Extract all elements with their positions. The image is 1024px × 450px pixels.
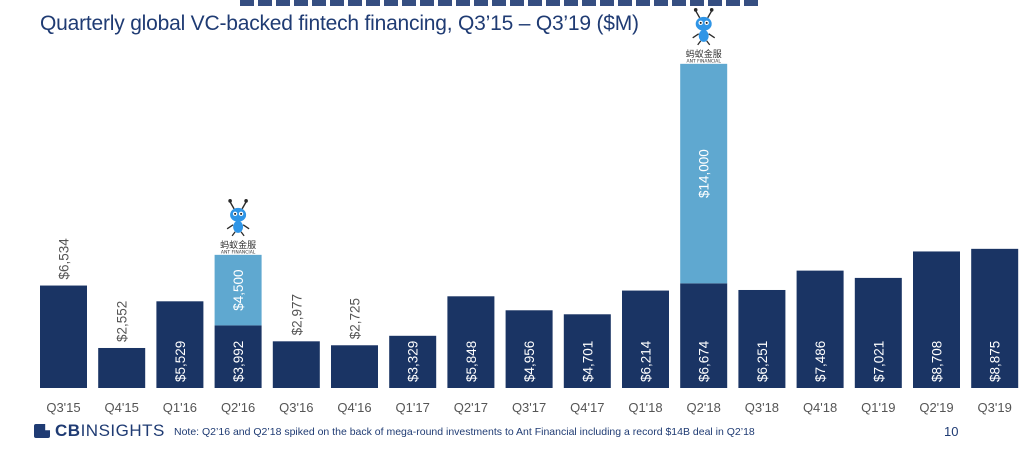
bar-Q2'18-mega-round	[680, 63, 728, 284]
bar-Q3'18-base	[738, 289, 786, 388]
bar-Q3'17-base	[505, 310, 553, 388]
value-label-Q1'19: $7,021	[871, 341, 886, 382]
bar-Q2'16-mega-round	[214, 254, 262, 326]
value-label-Q1'18: $6,214	[639, 340, 654, 382]
cb-insights-mark-icon	[34, 424, 50, 438]
ant-financial-cn-text: 蚂蚁金服	[220, 239, 256, 251]
cropped-header-fragment	[0, 0, 1024, 6]
x-axis-labels: Q3'15 Q4'15 Q1'16 Q2'16 Q3'16 Q4'16 Q1'17 Q2'17…	[46, 400, 1011, 415]
bar-Q1'16-base	[156, 301, 204, 388]
value-label-Q2'17: $5,848	[464, 341, 479, 382]
value-label-Q3'17: $4,956	[522, 341, 537, 382]
x-tick-Q2'17: Q2'17	[454, 400, 488, 415]
x-tick-Q3'17: Q3'17	[512, 400, 546, 415]
value-label-Q4'17: $4,701	[580, 341, 595, 382]
bar-Q1'17-base	[389, 335, 437, 388]
bar-Q2'19-base	[913, 251, 960, 388]
bar-Q2'16-base	[214, 325, 262, 388]
x-tick-Q1'19: Q1'19	[861, 400, 895, 415]
bar-Q1'19-base	[854, 277, 902, 388]
x-tick-Q4'18: Q4'18	[803, 400, 837, 415]
bar-Q3'15-base	[40, 285, 87, 388]
value-label-Q4'18: $7,486	[813, 341, 828, 382]
value-label-Q2'18: $6,674	[697, 340, 712, 382]
ant-financial-en-text: ANT FINANCIAL	[221, 249, 256, 255]
value-label-Q3'19: $8,875	[988, 341, 1003, 382]
x-tick-Q4'17: Q4'17	[570, 400, 604, 415]
ant-financial-cn-text: 蚂蚁金服	[686, 48, 722, 60]
mega-round-label-Q2'16: $4,500	[231, 269, 246, 310]
value-label-Q3'16: $2,977	[289, 294, 304, 335]
x-tick-Q3'18: Q3'18	[745, 400, 779, 415]
x-tick-Q3'16: Q3'16	[279, 400, 313, 415]
bar-Q2'18-base	[680, 283, 728, 388]
value-labels-group: $6,534 $2,552 $5,529 $3,992 $4,500 $2,977 $2,7…	[57, 149, 1003, 382]
brand-wordmark: CBINSIGHTS	[55, 421, 165, 440]
bar-Q4'18-base	[796, 270, 844, 388]
page-number: 10	[944, 424, 959, 439]
bars-group	[40, 63, 1019, 388]
x-tick-Q1'18: Q1'18	[628, 400, 662, 415]
x-tick-Q4'15: Q4'15	[105, 400, 139, 415]
cb-insights-logo: CBINSIGHTS	[34, 420, 165, 442]
x-tick-Q1'16: Q1'16	[163, 400, 197, 415]
bar-Q4'16-base	[331, 345, 378, 388]
bar-Q1'18-base	[622, 290, 669, 388]
value-label-Q1'16: $5,529	[173, 341, 188, 382]
x-tick-Q2'18: Q2'18	[687, 400, 721, 415]
value-label-Q3'18: $6,251	[755, 341, 770, 382]
ant-financial-en-text: ANT FINANCIAL	[686, 58, 721, 64]
mega-round-label-Q2'18: $14,000	[697, 149, 712, 198]
bar-Q3'19-base	[971, 248, 1019, 388]
bar-Q4'15-base	[98, 347, 146, 388]
x-tick-Q2'16: Q2'16	[221, 400, 255, 415]
value-label-Q4'16: $2,725	[348, 298, 363, 339]
value-label-Q4'15: $2,552	[115, 301, 130, 342]
ant-icon	[226, 199, 250, 237]
value-label-Q1'17: $3,329	[406, 341, 421, 382]
chart-title: Quarterly global VC-backed fintech finan…	[40, 12, 639, 35]
x-tick-Q2'19: Q2'19	[919, 400, 953, 415]
footer-note: Note: Q2’16 and Q2’18 spiked on the back…	[174, 426, 755, 438]
value-label-Q2'16: $3,992	[231, 341, 246, 382]
value-label-Q2'19: $8,708	[930, 341, 945, 382]
bar-Q3'16-base	[272, 341, 320, 388]
x-tick-Q3'19: Q3'19	[978, 400, 1012, 415]
bar-Q2'17-base	[447, 296, 495, 388]
value-label-Q3'15: $6,534	[57, 238, 72, 280]
ant-icon	[692, 8, 716, 46]
bar-Q4'17-base	[563, 314, 611, 388]
x-tick-Q4'16: Q4'16	[337, 400, 371, 415]
x-tick-Q3'15: Q3'15	[46, 400, 80, 415]
x-tick-Q1'17: Q1'17	[396, 400, 430, 415]
